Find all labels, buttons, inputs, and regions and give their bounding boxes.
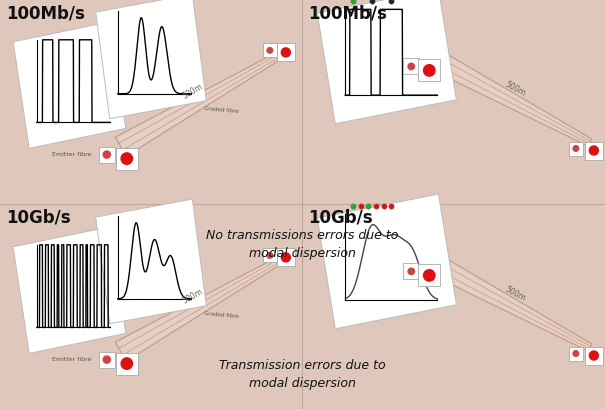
Polygon shape	[418, 265, 440, 287]
Circle shape	[573, 146, 578, 152]
Circle shape	[424, 270, 435, 281]
Text: 500m: 500m	[503, 80, 528, 98]
Polygon shape	[13, 227, 126, 353]
Polygon shape	[277, 249, 295, 267]
Text: 500m: 500m	[182, 82, 205, 101]
Text: Graded fibre: Graded fibre	[203, 106, 238, 114]
Polygon shape	[404, 59, 419, 75]
Polygon shape	[96, 0, 206, 119]
Circle shape	[281, 49, 290, 58]
Text: Transmission errors due to
modal dispersion: Transmission errors due to modal dispers…	[218, 359, 385, 389]
Text: Emitter fibre: Emitter fibre	[52, 357, 91, 362]
Polygon shape	[116, 148, 138, 170]
Polygon shape	[317, 195, 456, 329]
Circle shape	[267, 253, 273, 258]
Polygon shape	[116, 353, 138, 375]
Polygon shape	[569, 142, 583, 156]
Polygon shape	[569, 347, 583, 361]
Polygon shape	[424, 252, 592, 351]
Polygon shape	[263, 249, 277, 263]
Polygon shape	[585, 347, 603, 364]
Polygon shape	[96, 200, 206, 324]
Text: 500m: 500m	[503, 285, 528, 303]
Circle shape	[573, 351, 578, 356]
Circle shape	[589, 147, 598, 155]
Circle shape	[103, 356, 110, 363]
Polygon shape	[418, 60, 440, 82]
Polygon shape	[424, 47, 592, 147]
Polygon shape	[277, 44, 295, 62]
Text: Graded fibre: Graded fibre	[203, 310, 238, 319]
Circle shape	[121, 358, 132, 369]
Text: 500m: 500m	[182, 287, 205, 305]
Text: 10Gb/s: 10Gb/s	[6, 209, 71, 227]
Polygon shape	[13, 23, 126, 149]
Circle shape	[267, 49, 273, 54]
Text: Emitter fibre: Emitter fibre	[52, 152, 91, 157]
Polygon shape	[404, 264, 419, 280]
Polygon shape	[99, 352, 115, 368]
Polygon shape	[585, 142, 603, 160]
Polygon shape	[116, 258, 280, 361]
Text: 100Mb/s: 100Mb/s	[308, 4, 387, 22]
Circle shape	[408, 64, 414, 70]
Text: 10Gb/s: 10Gb/s	[308, 209, 373, 227]
Polygon shape	[116, 54, 280, 157]
Polygon shape	[317, 0, 456, 124]
Circle shape	[103, 152, 110, 159]
Circle shape	[408, 269, 414, 275]
Circle shape	[424, 65, 435, 77]
Text: No transmissions errors due to
modal dispersion: No transmissions errors due to modal dis…	[206, 229, 398, 260]
Circle shape	[589, 351, 598, 360]
Text: 100Mb/s: 100Mb/s	[6, 4, 85, 22]
Circle shape	[281, 253, 290, 262]
Polygon shape	[99, 147, 115, 163]
Polygon shape	[263, 44, 277, 58]
Circle shape	[121, 153, 132, 165]
